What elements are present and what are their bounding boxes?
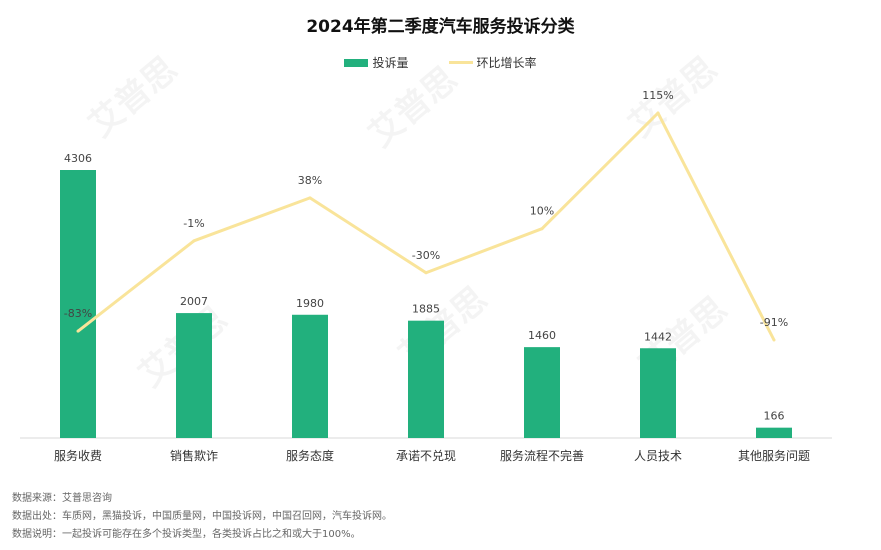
line-point[interactable]: [540, 227, 544, 231]
bar[interactable]: [756, 427, 792, 438]
bar-value-label: 166: [764, 410, 785, 423]
legend-line-swatch: [448, 61, 473, 64]
x-tick-label: 承诺不兑现: [396, 449, 456, 463]
line-value-label: -1%: [183, 217, 204, 230]
line-value-label: -91%: [760, 316, 788, 329]
footnote-source: 数据来源：艾普思咨询: [12, 493, 112, 504]
legend-line-label: 环比增长率: [476, 56, 537, 70]
line-point[interactable]: [772, 338, 776, 342]
line-point[interactable]: [424, 271, 428, 275]
bar[interactable]: [176, 313, 212, 438]
line-value-label: 38%: [298, 174, 322, 187]
bar-value-label: 1460: [528, 329, 556, 342]
x-tick-label: 服务态度: [286, 448, 334, 463]
bar-value-label: 4306: [64, 152, 92, 165]
x-tick-label: 人员技术: [634, 449, 682, 463]
legend-item-bar[interactable]: 投诉量: [344, 54, 409, 71]
line-point[interactable]: [192, 239, 196, 243]
bar[interactable]: [408, 320, 444, 438]
x-tick-label: 销售欺诈: [170, 448, 218, 463]
legend-bar-swatch: [344, 58, 369, 67]
line-value-label: -30%: [412, 249, 440, 262]
line-point[interactable]: [308, 196, 312, 200]
line-value-label: -83%: [64, 307, 92, 320]
line-value-label: 115%: [642, 89, 673, 102]
legend-bar-label: 投诉量: [372, 56, 409, 70]
chart-legend: 投诉量 环比增长率: [0, 54, 881, 71]
footnote-origin: 数据出处：车质网，黑猫投诉，中国质量网，中国投诉网，中国召回网，汽车投诉网。: [12, 511, 392, 522]
bar[interactable]: [292, 314, 328, 438]
line-value-label: 10%: [530, 205, 554, 218]
x-tick-label: 服务流程不完善: [500, 448, 584, 463]
legend-item-line[interactable]: 环比增长率: [448, 54, 537, 71]
chart-title: 2024年第二季度汽车服务投诉分类: [306, 17, 575, 37]
bar-value-label: 2007: [180, 295, 208, 308]
footnote-note: 数据说明：一起投诉可能存在多个投诉类型，各类投诉占比之和或大于100%。: [12, 529, 361, 540]
bar-value-label: 1885: [412, 303, 440, 316]
bar-value-label: 1980: [296, 297, 324, 310]
line-point[interactable]: [76, 329, 80, 333]
x-tick-label: 服务收费: [54, 448, 102, 463]
bar-value-label: 1442: [644, 330, 672, 343]
bar[interactable]: [60, 170, 96, 438]
bar[interactable]: [524, 347, 560, 438]
footnotes: 数据来源：艾普思咨询 数据出处：车质网，黑猫投诉，中国质量网，中国投诉网，中国召…: [12, 490, 392, 544]
x-tick-label: 其他服务问题: [738, 448, 810, 463]
bar[interactable]: [640, 348, 676, 438]
line-point[interactable]: [656, 111, 660, 115]
